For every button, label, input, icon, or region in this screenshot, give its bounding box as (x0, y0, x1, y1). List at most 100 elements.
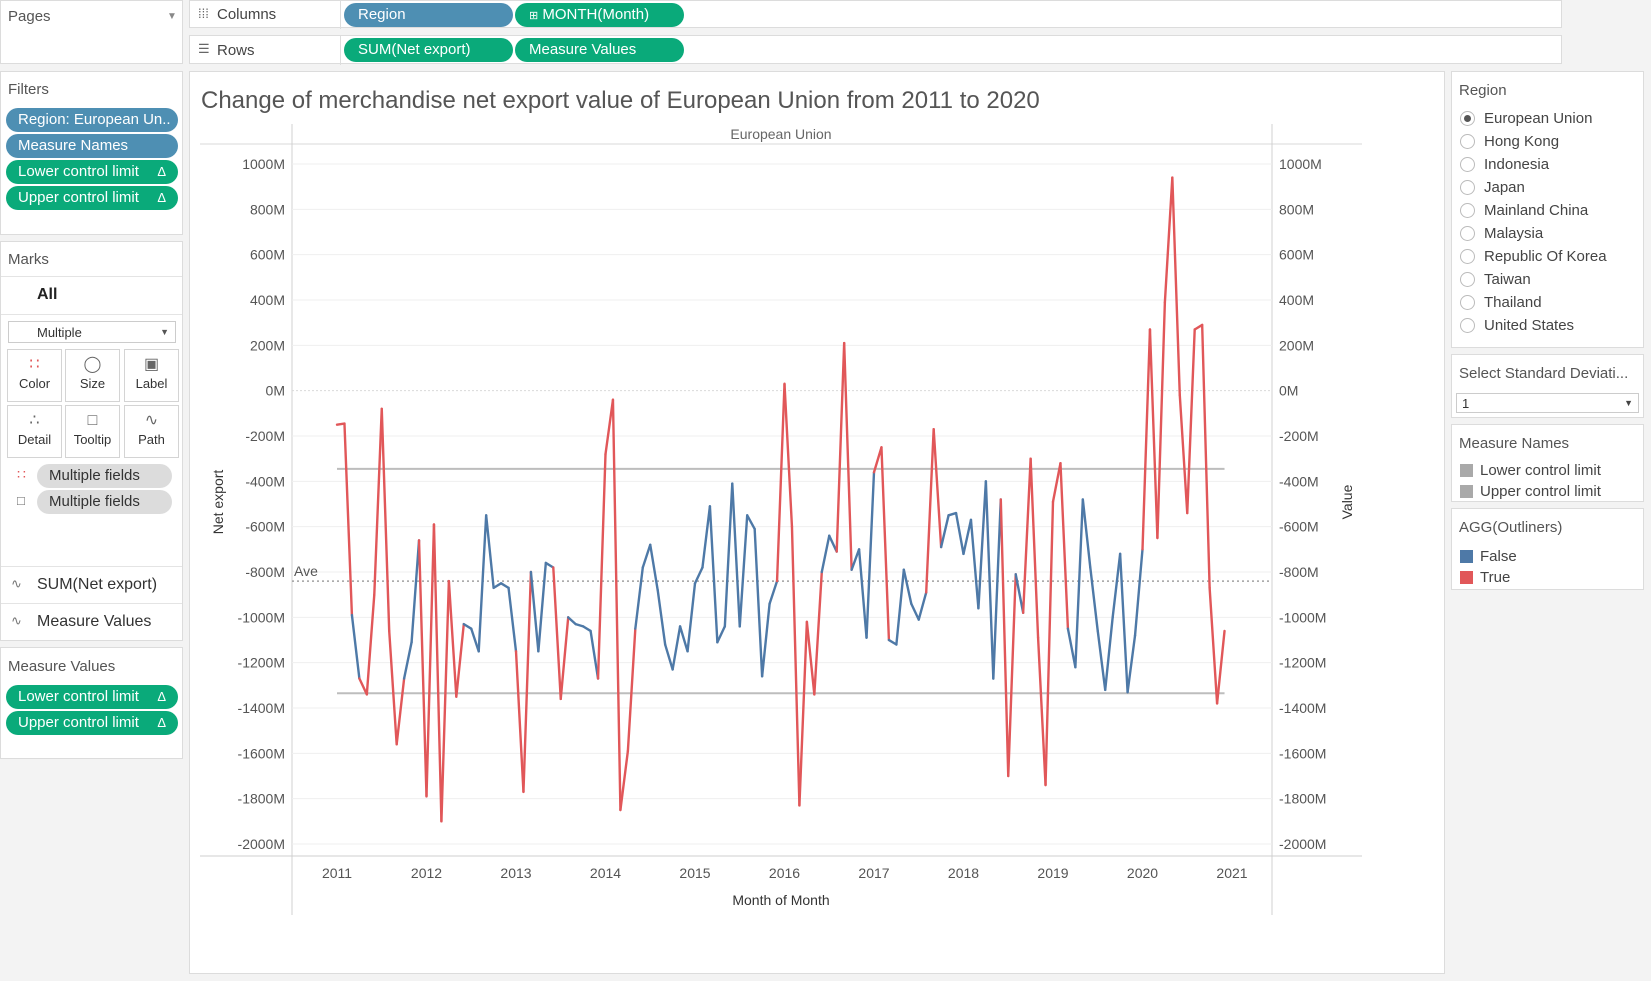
region-option[interactable]: Thailand (1460, 292, 1542, 314)
line-mark-icon: ∿ (11, 576, 22, 591)
filters-card: Filters Region: European Un.. Measure Na… (0, 71, 183, 235)
marks-tooltip-field-pill[interactable]: Multiple fields (37, 490, 172, 514)
pages-label: Pages (8, 8, 51, 25)
rows-shelf[interactable]: ☰ Rows SUM(Net export) Measure Values (189, 35, 1562, 65)
line-segment (1014, 573, 1025, 614)
filter-pill-region[interactable]: Region: European Un.. (6, 108, 178, 132)
line-segment (507, 586, 518, 653)
tooltip-button[interactable]: □ Tooltip (65, 405, 120, 458)
line-segment (380, 407, 391, 633)
line-segment (805, 620, 816, 696)
region-option[interactable]: United States (1460, 315, 1574, 337)
line-segment (574, 622, 585, 628)
line-segment (857, 548, 868, 639)
radio-button-icon[interactable] (1460, 249, 1475, 264)
radio-button-icon[interactable] (1460, 203, 1475, 218)
path-button[interactable]: ∿ Path (124, 405, 179, 458)
line-segment (1208, 586, 1219, 705)
line-chart[interactable]: Change of merchandise net export value o… (190, 72, 1444, 973)
line-segment (678, 625, 689, 653)
rows-pill-measure-values[interactable]: Measure Values (515, 38, 684, 62)
x-tick-label: 2015 (679, 865, 710, 881)
line-segment (1111, 552, 1122, 619)
marks-measure-net-export[interactable]: ∿ SUM(Net export) (11, 576, 158, 593)
region-option[interactable]: Republic Of Korea (1460, 246, 1607, 268)
marks-title: Marks (8, 251, 49, 268)
mark-type-value: Multiple (37, 325, 82, 340)
marks-measure-measure-values[interactable]: ∿ Measure Values (11, 613, 152, 630)
region-option[interactable]: Indonesia (1460, 154, 1549, 176)
radio-button-icon[interactable] (1460, 134, 1475, 149)
measure-names-legend-title: Measure Names (1459, 435, 1570, 452)
expand-icon[interactable]: ⊞ (529, 10, 539, 22)
line-segment (1200, 323, 1211, 590)
filter-pill-lower-control-limit[interactable]: Lower control limit Δ (6, 160, 178, 184)
legend-swatch (1460, 485, 1473, 498)
marks-all-tab[interactable]: All (37, 286, 58, 303)
legend-item-upper-control-limit[interactable]: Upper control limit (1460, 482, 1601, 502)
radio-button-icon[interactable] (1460, 226, 1475, 241)
line-segment (663, 643, 674, 671)
chevron-down-icon[interactable]: ▼ (160, 327, 169, 337)
line-segment (917, 591, 928, 621)
chevron-down-icon[interactable]: ▼ (1624, 398, 1633, 408)
y-tick-label-left: -1400M (238, 700, 285, 716)
label-button[interactable]: ▣ Label (124, 349, 179, 402)
line-segment (932, 428, 943, 549)
filter-pill-upper-control-limit[interactable]: Upper control limit Δ (6, 186, 178, 210)
chart-title: Change of merchandise net export value o… (201, 87, 1040, 114)
measure-values-title: Measure Values (8, 658, 116, 675)
line-segment (708, 505, 719, 644)
region-option-label: Japan (1484, 179, 1525, 196)
pages-shelf[interactable]: Pages ▼ (0, 0, 183, 64)
measure-values-pill-upper-control-limit[interactable]: Upper control limit Δ (6, 711, 178, 735)
columns-pill-region[interactable]: Region (344, 3, 513, 27)
radio-button-icon[interactable] (1460, 272, 1475, 287)
radio-button-icon[interactable] (1460, 157, 1475, 172)
filter-pill-measure-names[interactable]: Measure Names (6, 134, 178, 158)
region-option[interactable]: Japan (1460, 177, 1525, 199)
line-segment (768, 579, 779, 605)
line-segment (350, 613, 361, 680)
radio-button-icon[interactable] (1460, 295, 1475, 310)
pane-header: European Union (730, 126, 831, 142)
radio-button-icon[interactable] (1460, 111, 1475, 126)
delta-icon: Δ (157, 689, 166, 704)
columns-shelf[interactable]: ⁞⁞⁞ Columns Region ⊞ MONTH(Month) (189, 0, 1562, 29)
outliers-legend-title: AGG(Outliners) (1459, 519, 1563, 536)
legend-item-lower-control-limit[interactable]: Lower control limit (1460, 461, 1601, 481)
line-segment (753, 527, 764, 678)
size-button[interactable]: ◯ Size (65, 349, 120, 402)
measure-values-pill-lower-control-limit[interactable]: Lower control limit Δ (6, 685, 178, 709)
marks-color-field-pill[interactable]: Multiple fields (37, 464, 172, 488)
legend-item-true[interactable]: True (1460, 568, 1510, 588)
y-tick-label-right: -1800M (1279, 791, 1326, 807)
line-segment (1074, 498, 1085, 669)
radio-button-icon[interactable] (1460, 180, 1475, 195)
radio-button-icon[interactable] (1460, 318, 1475, 333)
detail-dots-icon: ∴ (29, 412, 40, 429)
region-option[interactable]: Malaysia (1460, 223, 1543, 245)
detail-button[interactable]: ∴ Detail (7, 405, 62, 458)
region-option[interactable]: Hong Kong (1460, 131, 1559, 153)
y-axis-title-right: Value (1339, 484, 1355, 519)
chevron-down-icon[interactable]: ▼ (167, 11, 177, 22)
x-tick-label: 2013 (500, 865, 531, 881)
mark-type-dropdown[interactable]: Multiple ▼ (8, 321, 176, 343)
line-segment (1171, 176, 1181, 397)
line-segment (641, 543, 652, 569)
columns-pill-month[interactable]: ⊞ MONTH(Month) (515, 3, 684, 27)
region-option[interactable]: Taiwan (1460, 269, 1531, 291)
line-segment (738, 514, 749, 628)
line-segment (432, 523, 443, 823)
std-dev-title: Select Standard Deviati... (1459, 365, 1629, 382)
std-dev-dropdown[interactable]: 1 ▼ (1456, 393, 1639, 413)
rows-pill-net-export[interactable]: SUM(Net export) (344, 38, 513, 62)
legend-item-false[interactable]: False (1460, 547, 1517, 567)
line-segment (701, 505, 712, 569)
region-option[interactable]: European Union (1460, 108, 1592, 130)
view-canvas[interactable]: Change of merchandise net export value o… (189, 71, 1445, 974)
color-button[interactable]: ∷ Color (7, 349, 62, 402)
line-segment (925, 428, 935, 594)
region-option[interactable]: Mainland China (1460, 200, 1588, 222)
